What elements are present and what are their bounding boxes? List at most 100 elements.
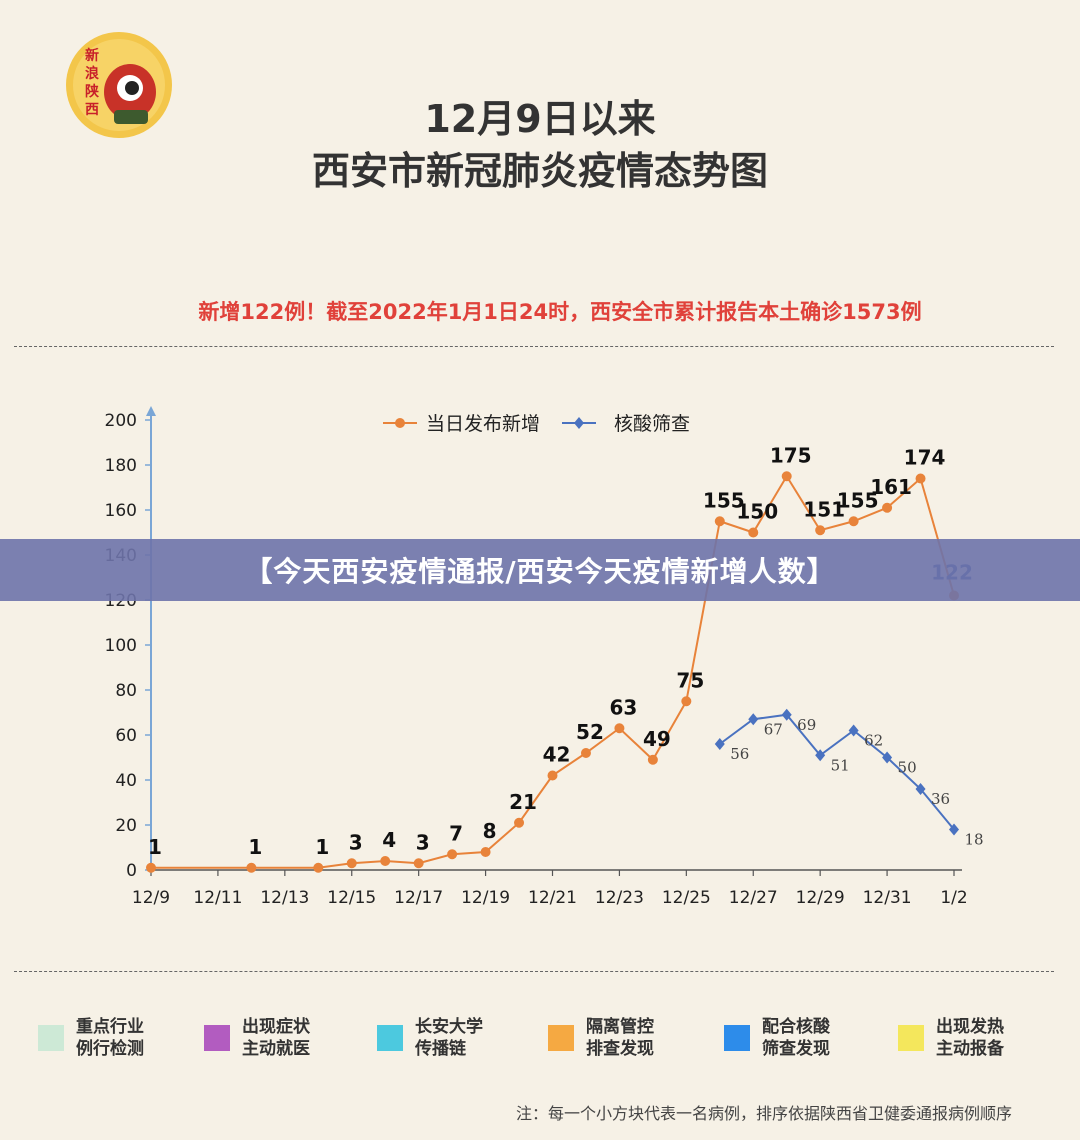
legend-swatch: [724, 1025, 750, 1051]
case-source-legend: 重点行业 例行检测 出现症状 主动就医 长安大学 传播链 隔离管控 排查发现 配合核酸 筛查发现 出…: [0, 1012, 1080, 1072]
svg-text:浪: 浪: [85, 65, 99, 82]
data-point: [848, 724, 859, 737]
x-tick-label: 12/23: [595, 888, 644, 908]
data-point: [882, 751, 893, 764]
data-label: 155: [837, 488, 879, 512]
data-point: [447, 849, 458, 860]
data-point: [848, 516, 859, 527]
x-tick-label: 1/2: [940, 888, 967, 908]
data-point: [882, 502, 893, 513]
series-line-1: [719, 713, 955, 831]
data-label: 50: [898, 759, 917, 777]
legend-swatch: [204, 1025, 230, 1051]
legend-item: 出现症状 主动就医: [204, 1016, 310, 1060]
divider-bottom: [14, 971, 1054, 972]
data-point: [748, 527, 759, 538]
data-label: 161: [870, 475, 912, 499]
data-label: 1: [248, 835, 262, 859]
x-tick-label: 12/31: [863, 888, 912, 908]
data-point: [246, 862, 257, 873]
data-label: 8: [483, 819, 497, 843]
data-point: [547, 770, 558, 781]
data-point: [748, 713, 759, 726]
series-line-0: [151, 474, 955, 869]
line-chart: 02040608010012014016018020012/912/1112/1…: [105, 406, 984, 908]
data-label: 3: [349, 830, 363, 854]
legend-label: 当日发布新增: [426, 413, 540, 435]
y-tick-label: 160: [105, 501, 137, 521]
data-point: [714, 516, 725, 527]
data-label: 51: [831, 756, 850, 774]
y-tick-label: 100: [105, 636, 137, 656]
data-point: [146, 862, 156, 873]
data-label: 150: [736, 500, 778, 524]
data-label: 4: [382, 828, 396, 852]
data-label: 21: [509, 790, 537, 814]
data-label: 1: [148, 835, 162, 859]
data-label: 75: [676, 668, 704, 692]
data-label: 49: [643, 727, 671, 751]
data-point: [681, 696, 692, 707]
x-tick-label: 12/25: [662, 888, 711, 908]
data-label: 56: [730, 745, 749, 763]
legend-text: 出现发热 主动报备: [936, 1017, 1004, 1059]
data-label: 18: [964, 831, 983, 849]
sina-shaanxi-logo: 新 浪 陕 西: [64, 30, 174, 140]
legend-text: 配合核酸 筛查发现: [762, 1017, 830, 1059]
data-point: [614, 723, 625, 734]
data-point: [346, 858, 357, 869]
data-label: 62: [864, 732, 883, 750]
legend-item: 隔离管控 排查发现: [548, 1016, 654, 1060]
data-point: [815, 525, 826, 536]
overlay-banner: 【今天西安疫情通报/西安今天疫情新增人数】: [0, 539, 1080, 601]
data-point: [413, 858, 424, 869]
x-tick-label: 12/27: [729, 888, 778, 908]
y-tick-label: 0: [126, 861, 137, 881]
data-point: [915, 473, 926, 484]
legend-marker: [574, 417, 584, 429]
y-axis-arrow: [146, 406, 156, 416]
data-label: 175: [770, 443, 812, 467]
legend-text: 出现症状 主动就医: [242, 1017, 310, 1059]
divider-top: [14, 346, 1054, 347]
data-point: [781, 471, 792, 482]
data-point: [380, 856, 391, 866]
data-label: 151: [803, 497, 845, 521]
y-tick-label: 40: [115, 771, 137, 791]
data-label: 67: [764, 720, 783, 738]
x-tick-label: 12/29: [796, 888, 845, 908]
x-tick-label: 12/19: [461, 888, 510, 908]
data-point: [480, 847, 491, 857]
legend-swatch: [548, 1025, 574, 1051]
data-point: [781, 708, 792, 721]
data-point: [580, 748, 591, 758]
legend-marker: [395, 418, 405, 428]
svg-text:西: 西: [85, 102, 99, 118]
data-label: 69: [797, 716, 816, 734]
data-point: [915, 783, 926, 795]
legend-item: 长安大学 传播链: [377, 1016, 483, 1060]
svg-text:陕: 陕: [85, 83, 99, 100]
data-label: 174: [904, 446, 946, 470]
data-point: [647, 754, 658, 765]
x-tick-label: 12/9: [132, 888, 170, 908]
data-point: [815, 749, 826, 762]
x-tick-label: 12/11: [193, 888, 242, 908]
x-tick-label: 12/13: [260, 888, 309, 908]
x-tick-label: 12/15: [327, 888, 376, 908]
data-label: 52: [576, 720, 604, 744]
legend-text: 长安大学 传播链: [415, 1017, 483, 1059]
x-tick-label: 12/17: [394, 888, 443, 908]
data-label: 3: [416, 830, 430, 854]
data-point: [514, 817, 525, 828]
data-label: 42: [543, 743, 571, 767]
legend-text: 重点行业 例行检测: [76, 1017, 144, 1059]
chart-title-line2: 西安市新冠肺炎疫情态势图: [311, 149, 768, 193]
y-tick-label: 20: [115, 816, 137, 836]
data-label: 7: [449, 821, 463, 845]
data-label: 1: [315, 835, 329, 859]
y-tick-label: 200: [105, 411, 137, 431]
chart-title-line1: 12月9日以来: [424, 97, 656, 141]
y-tick-label: 80: [115, 681, 137, 701]
data-point: [949, 823, 959, 836]
